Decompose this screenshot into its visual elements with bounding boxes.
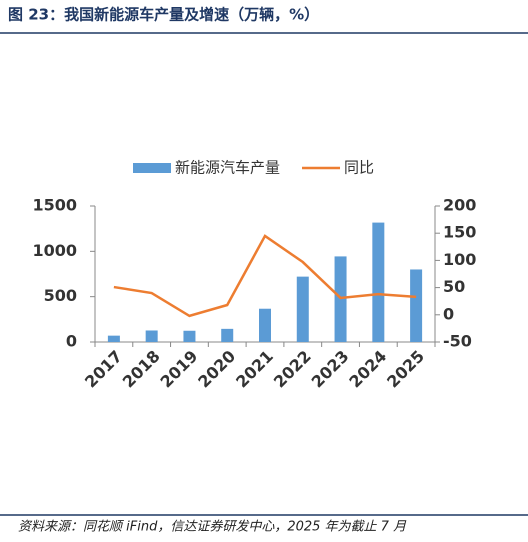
- x-tick-label: 2019: [157, 347, 202, 392]
- x-tick-label: 2024: [345, 347, 390, 392]
- legend-swatch: [133, 163, 171, 173]
- y2-tick-label: 200: [443, 196, 476, 215]
- y2-tick-label: 0: [443, 304, 454, 323]
- legend-label: 同比: [344, 159, 374, 177]
- x-tick-label: 2018: [119, 347, 164, 392]
- bar: [145, 330, 158, 342]
- x-tick-label: 2021: [232, 347, 277, 392]
- y-tick-label: 500: [44, 286, 77, 305]
- bar: [221, 328, 234, 342]
- y2-tick-label: -50: [443, 332, 472, 351]
- y2-tick-label: 50: [443, 277, 465, 296]
- x-tick-label: 2025: [383, 347, 428, 392]
- y-tick-label: 1500: [32, 196, 77, 215]
- bar: [107, 335, 120, 342]
- bar: [410, 269, 423, 342]
- y-tick-label: 1000: [32, 241, 77, 260]
- y2-tick-label: 100: [443, 250, 476, 269]
- x-tick-label: 2022: [270, 347, 315, 392]
- legend-label: 新能源汽车产量: [175, 159, 280, 177]
- bar: [259, 308, 271, 342]
- bar: [372, 222, 385, 342]
- line: [113, 234, 417, 318]
- x-tick-label: 2023: [308, 347, 353, 392]
- x-tick-label: 2017: [81, 347, 126, 392]
- bar: [183, 330, 196, 342]
- bar: [334, 256, 347, 342]
- y-tick-label: 0: [66, 332, 77, 351]
- bar: [296, 276, 309, 342]
- x-tick-label: 2020: [194, 347, 239, 392]
- y2-tick-label: 150: [443, 223, 476, 242]
- source-note: 资料来源：同花顺 iFind，信达证券研发中心，2025 年为截止 7 月: [18, 520, 407, 535]
- chart-title: 图 23：我国新能源车产量及增速（万辆，%）: [8, 6, 319, 24]
